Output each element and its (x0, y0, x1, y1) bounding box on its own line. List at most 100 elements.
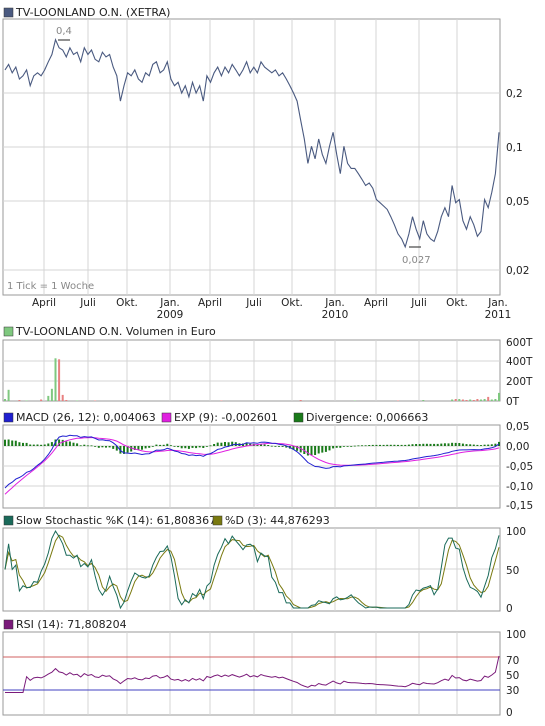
divergence-bar (397, 444, 399, 446)
divergence-bar (443, 443, 446, 446)
divergence-bar (335, 446, 338, 448)
divergence-bar (133, 446, 136, 450)
divergence-bar (465, 444, 468, 446)
divergence-bar (339, 446, 342, 448)
price-y-tick: 0,02 (506, 265, 529, 277)
volume-y-axis: 600T 400T 200T 0T (506, 337, 533, 408)
divergence-bar (148, 446, 151, 448)
divergence-bar (32, 444, 35, 446)
divergence-bar (353, 445, 356, 447)
divergence-bar (220, 442, 223, 446)
divergence-bar (429, 443, 432, 446)
price-y-tick: 0,2 (506, 88, 523, 100)
divergence-bar (404, 444, 407, 446)
divergence-bar (245, 442, 248, 446)
rsi-y-axis: 100 70 50 30 0 (506, 629, 526, 719)
volume-bar (480, 399, 482, 401)
divergence-bar (260, 444, 262, 446)
divergence-bar (461, 443, 464, 446)
divergence-swatch (293, 412, 304, 423)
divergence-bar (342, 446, 345, 447)
volume-panel: TV-LOONLAND O.N. Volumen in Euro 600T 400… (2, 325, 533, 408)
volume-bar (94, 400, 97, 401)
stoch-k-legend: Slow Stochastic %K (14): 61,808367 (16, 514, 216, 527)
divergence-bar (469, 444, 472, 446)
divergence-bar (25, 442, 28, 446)
divergence-bar (270, 445, 273, 447)
rsi-swatch (3, 619, 14, 630)
divergence-bar (47, 443, 50, 446)
divergence-bar (407, 444, 410, 446)
year-label: 2010 (322, 309, 349, 321)
stochastic-panel: Slow Stochastic %K (14): 61,808367 %D (3… (2, 514, 526, 615)
divergence-bar (375, 444, 378, 446)
volume-bar (76, 400, 79, 401)
volume-legend-swatch (3, 326, 14, 337)
divergence-bar (166, 443, 169, 446)
divergence-bar (76, 443, 79, 446)
divergence-bar (440, 443, 443, 446)
divergence-bar (418, 444, 421, 446)
volume-bar (461, 399, 464, 401)
divergence-bar (281, 446, 284, 447)
divergence-bar (227, 442, 230, 446)
month-label: Jan. (324, 297, 345, 309)
volume-bar (490, 399, 493, 401)
divergence-bar (11, 440, 14, 446)
rsi-panel: RSI (14): 71,808204 100 70 50 30 0 (2, 618, 526, 719)
volume-y-tick: 600T (506, 337, 533, 349)
volume-bar (451, 399, 454, 401)
tick-note: 1 Tick = 1 Woche (7, 281, 94, 292)
month-label: Jan. (487, 297, 508, 309)
high-label: 0,4 (56, 26, 72, 37)
volume-frame (2, 339, 501, 402)
volume-bar (353, 400, 356, 401)
price-panel: TV-LOONLAND O.N. (XETRA) 0,20,10,050,02 … (2, 6, 529, 296)
stoch-y-axis: 100 50 0 (506, 526, 526, 615)
volume-bar (469, 399, 472, 401)
divergence-bar (155, 444, 158, 446)
volume-y-tick: 400T (506, 356, 533, 368)
divergence-bar (22, 442, 24, 446)
volume-bar (458, 399, 461, 401)
divergence-bar (177, 446, 180, 448)
divergence-bar (447, 443, 450, 446)
divergence-bar (213, 444, 216, 446)
divergence-bar (321, 446, 324, 453)
divergence-bar (72, 442, 75, 446)
low-label: 0,027 (402, 255, 431, 266)
volume-bar (61, 394, 64, 401)
divergence-bar (209, 445, 212, 447)
divergence-bar (332, 446, 335, 449)
divergence-bar (4, 439, 6, 446)
divergence-bar (187, 446, 190, 449)
divergence-bar (487, 444, 490, 446)
divergence-bar (256, 444, 259, 446)
divergence-bar (263, 444, 266, 446)
rsi-y-tick: 0 (506, 707, 513, 719)
divergence-bar (231, 441, 234, 446)
divergence-bar (68, 441, 71, 446)
divergence-bar (65, 441, 68, 446)
divergence-bar (86, 445, 89, 447)
divergence-bar (58, 439, 61, 446)
volume-bar (7, 389, 10, 401)
divergence-bar (454, 442, 457, 446)
macd-panel: MACD (26, 12): 0,004063 EXP (9): -0,0026… (2, 411, 533, 512)
rsi-legend: RSI (14): 71,808204 (16, 618, 127, 631)
divergence-bar (137, 446, 140, 450)
month-label: April (198, 297, 222, 309)
divergence-bar (494, 443, 497, 446)
divergence-bar (368, 445, 371, 446)
macd-divergence-bars (4, 439, 500, 456)
divergence-bar (306, 446, 309, 456)
rsi-y-tick: 100 (506, 629, 526, 641)
volume-title: TV-LOONLAND O.N. Volumen in Euro (15, 325, 216, 338)
divergence-bar (112, 446, 115, 449)
stoch-d-legend: %D (3): 44,876293 (225, 514, 330, 527)
divergence-bar (7, 439, 10, 446)
volume-bar (422, 400, 425, 401)
divergence-bar (458, 443, 461, 446)
volume-bar (40, 399, 43, 401)
volume-bar (54, 358, 57, 401)
